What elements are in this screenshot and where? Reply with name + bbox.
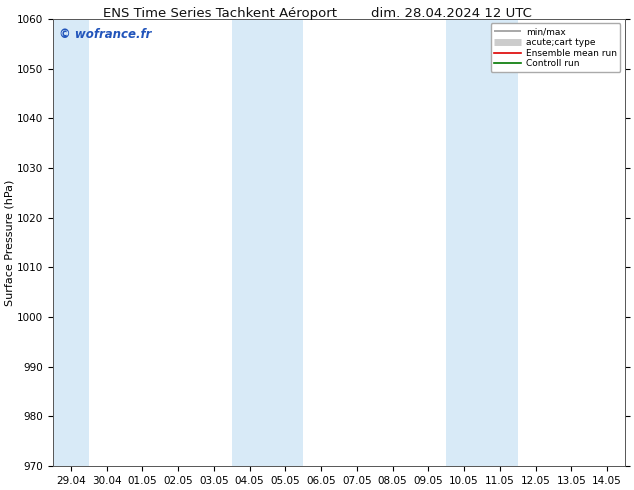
Text: ENS Time Series Tachkent Aéroport        dim. 28.04.2024 12 UTC: ENS Time Series Tachkent Aéroport dim. 2… (103, 7, 531, 21)
Bar (446, 19, 518, 466)
Y-axis label: Surface Pressure (hPa): Surface Pressure (hPa) (4, 179, 14, 306)
Text: © wofrance.fr: © wofrance.fr (58, 28, 151, 41)
Bar (53, 19, 89, 466)
Bar (231, 19, 303, 466)
Legend: min/max, acute;cart type, Ensemble mean run, Controll run: min/max, acute;cart type, Ensemble mean … (491, 24, 621, 72)
